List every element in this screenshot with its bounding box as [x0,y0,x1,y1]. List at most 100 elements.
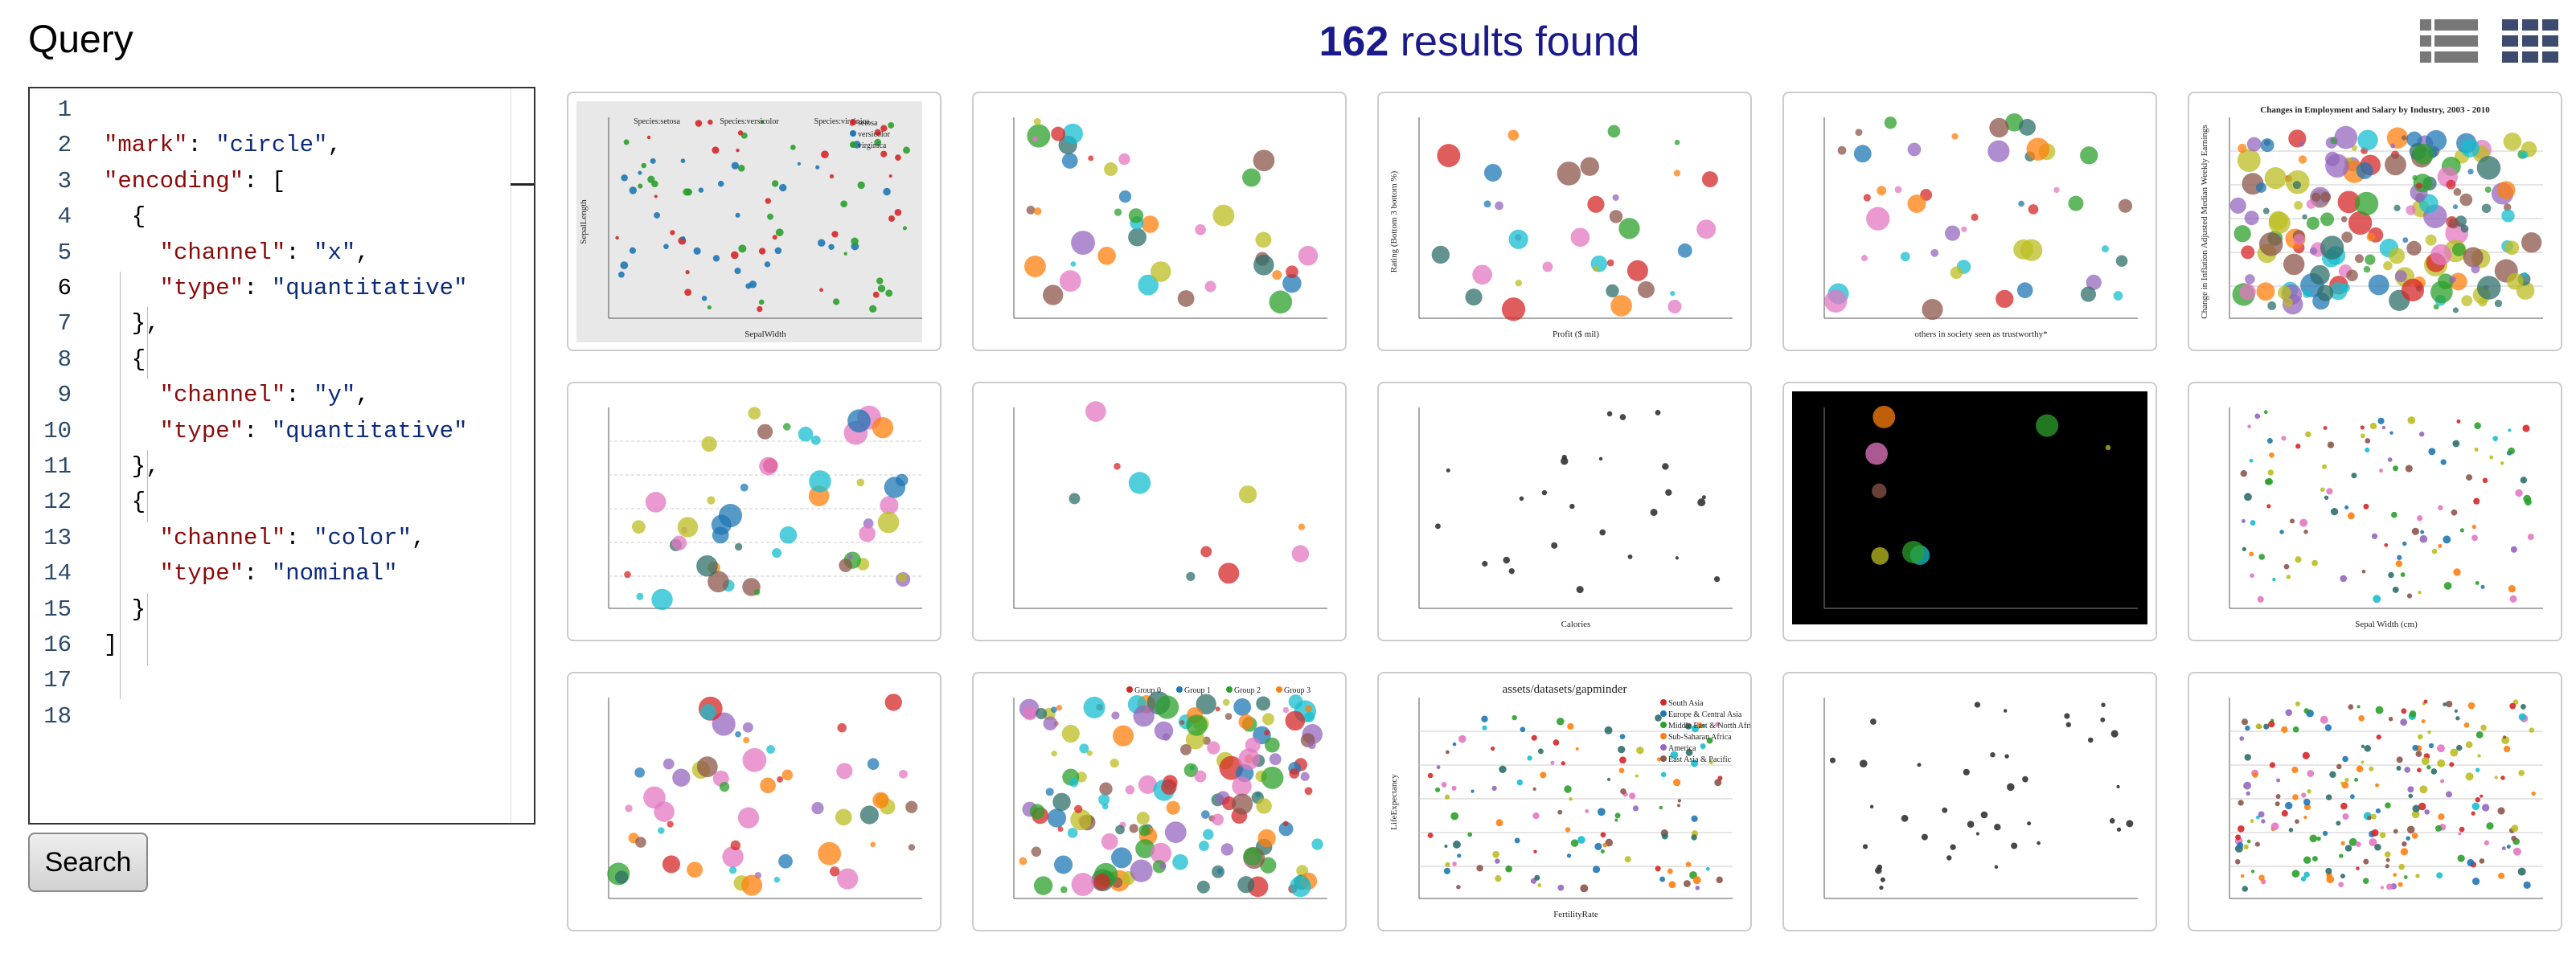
result-thumbnail[interactable] [567,382,941,641]
decor-dot [1564,785,1572,793]
decor-dot [2388,716,2393,722]
decor-dot [1862,844,1868,849]
facet-label: Species:virginica [814,117,870,126]
list-view-icon[interactable] [2420,19,2478,63]
decor-dot [2373,595,2381,604]
decor-dot [1262,713,1275,726]
decor-dot [2003,709,2008,713]
decor-dot [2389,248,2406,264]
decor-dot [1569,503,1575,510]
decor-dot [1070,808,1092,831]
result-thumbnail[interactable]: Group 0 Group 1 Group 2 Group 3 [972,672,1347,931]
decor-dot [2434,825,2443,832]
decor-dot [1285,710,1306,731]
decor-dot [1155,695,1179,719]
decor-dot [894,208,902,216]
decor-dot [1942,807,1948,813]
decor-dot [2459,528,2464,533]
decor-dot [2325,867,2332,874]
decor-dot [877,511,900,534]
result-thumbnail[interactable] [1782,382,2157,641]
decor-dot [2340,802,2348,810]
decor-dot [829,174,835,178]
result-thumbnail[interactable]: Species:setosa Species:versicolor Species:… [567,92,941,351]
grid-view-icon[interactable] [2502,19,2558,63]
line-number: 18 [43,702,72,730]
decor-dot [1691,834,1697,841]
decor-dot [857,181,865,190]
decor-dot [1097,247,1116,265]
decor-dot [2110,730,2119,738]
decor-dot [2453,204,2459,210]
decor-dot [1033,117,1041,125]
decor-dot [1990,751,1996,758]
decor-dot [2521,232,2542,253]
decor-dot [662,758,675,770]
result-thumbnail[interactable]: Changes in Employment and Salary by Indu… [2188,92,2562,351]
code-token: , [355,239,370,266]
decor-dot [1043,716,1058,730]
decor-dot [2320,715,2328,724]
decor-dot [1069,777,1079,788]
decor-dot [2476,730,2484,739]
code-editor[interactable]: 1 2 "mark": "circle", 3 "encoding": [4 {5 "c… [28,87,535,825]
decor-dot [2337,190,2361,214]
decor-dot [1071,231,1095,255]
decor-dot [2397,555,2402,560]
decor-dot [2375,808,2381,814]
decor-dot [1606,411,1613,417]
code-token: "channel" [104,524,286,551]
decor-dot [2430,768,2438,775]
decor-dot [2320,487,2325,493]
decor-dot [1069,493,1081,505]
decor-dot [2385,153,2406,176]
decor-dot [1465,289,1483,306]
decor-dot [2365,254,2376,265]
decor-dot [2266,504,2271,509]
result-thumbnail[interactable]: Calories [1377,382,1752,641]
decor-dot [2384,851,2391,858]
result-thumbnail[interactable] [1782,672,2157,931]
result-thumbnail[interactable]: others in society seen as trustworthy* [1782,92,2157,351]
decor-dot [1264,730,1270,736]
decor-dot [2467,168,2474,175]
decor-dot [1115,825,1125,835]
search-button[interactable]: Search [28,833,148,892]
decor-dot [1029,804,1045,820]
decor-dot [2466,474,2473,481]
decor-dot [1930,248,1939,257]
decor-dot [1537,748,1544,755]
count-number: 162 [1319,18,1389,65]
decor-dot [2375,783,2380,788]
decor-dot [1655,410,1661,415]
result-thumbnail[interactable]: Profit ($ mil) Rating (Bottom 3 bottom %) [1377,92,1752,351]
decor-dot [1884,116,1897,129]
decor-dot [1052,792,1071,812]
decor-dot [2237,149,2261,173]
result-thumbnail[interactable] [972,92,1347,351]
decor-dot [2503,745,2511,753]
legend-label: setosa [858,119,878,128]
result-thumbnail[interactable] [567,672,941,931]
decor-dot [1677,243,1692,258]
decor-dot [2438,543,2443,548]
result-thumbnail[interactable] [972,382,1347,641]
decor-dot [1098,794,1110,806]
result-thumbnail[interactable]: assets/datasets/gapminder South Asia Europ… [1377,672,1752,931]
decor-dot [1450,812,1459,821]
decor-dot [2402,841,2407,847]
decor-dot [2087,737,2094,743]
decor-dot [2355,841,2361,848]
result-thumbnail[interactable]: Sepal Width (cm) [2188,382,2562,641]
decor-dot [1602,842,1607,848]
decor-dot [677,517,699,538]
decor-dot [2395,560,2403,567]
result-thumbnail[interactable] [2188,672,2562,931]
decor-dot [880,150,888,158]
decor-dot [859,805,879,825]
legend-label: South Asia [1668,699,1704,708]
decor-dot [1684,722,1692,730]
decor-dot [2454,709,2458,713]
decor-dot [1253,149,1275,172]
decor-dot [2249,551,2254,557]
